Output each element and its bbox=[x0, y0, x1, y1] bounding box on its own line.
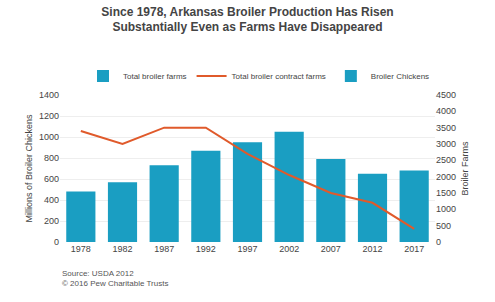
svg-text:2007: 2007 bbox=[321, 244, 341, 254]
svg-text:1200: 1200 bbox=[39, 111, 59, 121]
svg-text:0: 0 bbox=[54, 237, 59, 247]
svg-text:Total broiler farms: Total broiler farms bbox=[123, 72, 187, 81]
svg-text:Broiler Chickens: Broiler Chickens bbox=[371, 72, 429, 81]
svg-text:2002: 2002 bbox=[279, 244, 299, 254]
svg-text:1997: 1997 bbox=[237, 244, 257, 254]
svg-text:Millions of Broiler Chickens: Millions of Broiler Chickens bbox=[24, 114, 34, 223]
svg-text:0: 0 bbox=[436, 237, 441, 247]
svg-text:1978: 1978 bbox=[71, 244, 91, 254]
svg-text:1400: 1400 bbox=[39, 90, 59, 100]
svg-text:3000: 3000 bbox=[436, 139, 456, 149]
svg-text:800: 800 bbox=[44, 153, 59, 163]
svg-text:1500: 1500 bbox=[436, 188, 456, 198]
svg-text:1987: 1987 bbox=[154, 244, 174, 254]
svg-text:3500: 3500 bbox=[436, 123, 456, 133]
svg-text:600: 600 bbox=[44, 174, 59, 184]
svg-text:2000: 2000 bbox=[436, 172, 456, 182]
svg-text:4500: 4500 bbox=[436, 90, 456, 100]
svg-text:1982: 1982 bbox=[112, 244, 132, 254]
svg-text:Broiler Farms: Broiler Farms bbox=[460, 141, 470, 196]
svg-text:2017: 2017 bbox=[404, 244, 424, 254]
svg-text:1000: 1000 bbox=[436, 204, 456, 214]
svg-text:Source: USDA 2012© 2016 Pew Ch: Source: USDA 2012© 2016 Pew Charitable T… bbox=[62, 269, 168, 288]
svg-text:Total broiler contract farms: Total broiler contract farms bbox=[232, 72, 326, 81]
svg-text:4000: 4000 bbox=[436, 106, 456, 116]
svg-text:2500: 2500 bbox=[436, 155, 456, 165]
svg-text:1992: 1992 bbox=[196, 244, 216, 254]
svg-text:Since 1978, Arkansas Broiler P: Since 1978, Arkansas Broiler Production … bbox=[101, 5, 393, 35]
svg-text:2012: 2012 bbox=[362, 244, 382, 254]
svg-text:1000: 1000 bbox=[39, 132, 59, 142]
svg-text:500: 500 bbox=[436, 221, 451, 231]
svg-text:400: 400 bbox=[44, 195, 59, 205]
svg-text:200: 200 bbox=[44, 216, 59, 226]
